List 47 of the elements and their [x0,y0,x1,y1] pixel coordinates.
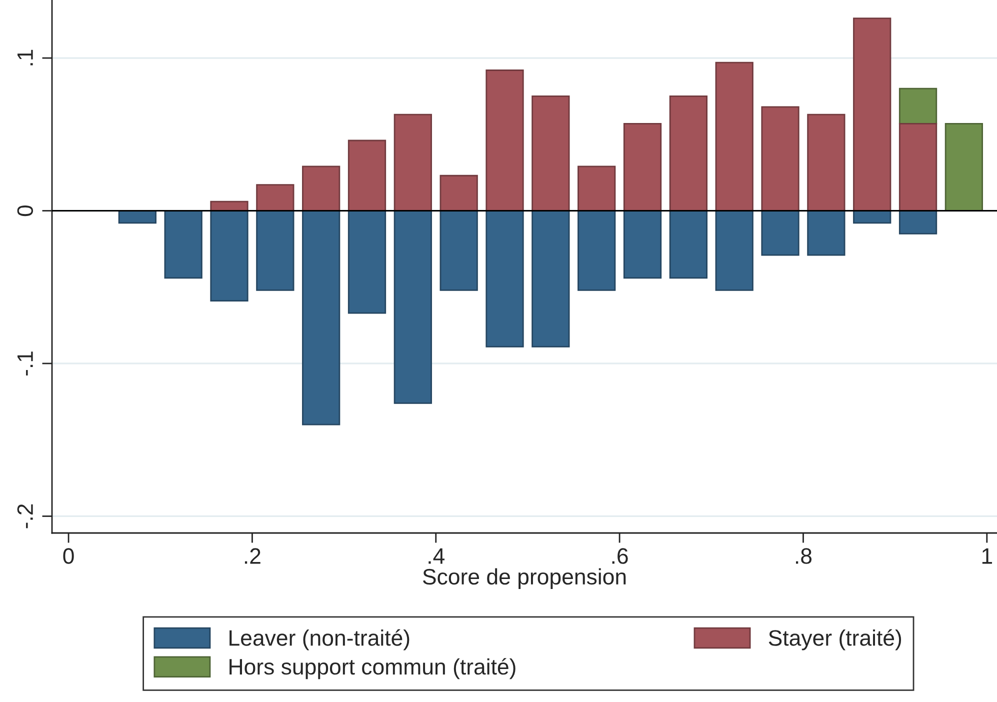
bar [486,70,524,212]
bar [256,184,294,212]
bar [394,210,432,404]
bar [898,88,938,124]
x-tick-label: .6 [612,548,628,564]
bar [669,210,708,279]
bar [302,210,340,426]
x-tick-label: .8 [796,548,812,564]
bar [256,210,294,291]
bar [807,114,846,212]
y-tick-label: .1 [18,50,33,66]
bar [898,210,938,234]
bar [715,62,754,212]
legend-label: Stayer (traité) [768,629,902,650]
bar [761,210,800,256]
bar [578,210,616,291]
bar [532,210,570,348]
legend-label: Hors support commun (traité) [230,658,516,680]
bar [944,123,983,212]
bar [302,166,340,212]
bar [486,210,524,348]
x-tick-label: .2 [244,548,260,564]
bar [210,210,248,302]
y-tick-label: -.2 [17,504,33,528]
y-tick-label: 0 [17,205,34,216]
bar [623,123,662,212]
bar [348,140,386,212]
bar [807,210,846,256]
legend-label: Leaver (non-traité) [230,629,410,650]
y-tick-label: -.1 [18,352,33,376]
x-tick-label: 0 [63,548,74,564]
bar [761,106,800,212]
bar [578,166,616,212]
bar [164,210,202,279]
bar [440,174,478,212]
bar [669,96,708,212]
x-tick-label: 1 [982,548,992,564]
bar [440,210,478,291]
x-tick-label: .4 [428,548,444,564]
bar [394,114,432,212]
bar [898,123,938,212]
bar [532,96,570,212]
bar [623,210,662,279]
x-axis-title: Score de propension [422,568,626,590]
bar [348,210,386,314]
bar [853,18,892,212]
bar [715,210,754,291]
